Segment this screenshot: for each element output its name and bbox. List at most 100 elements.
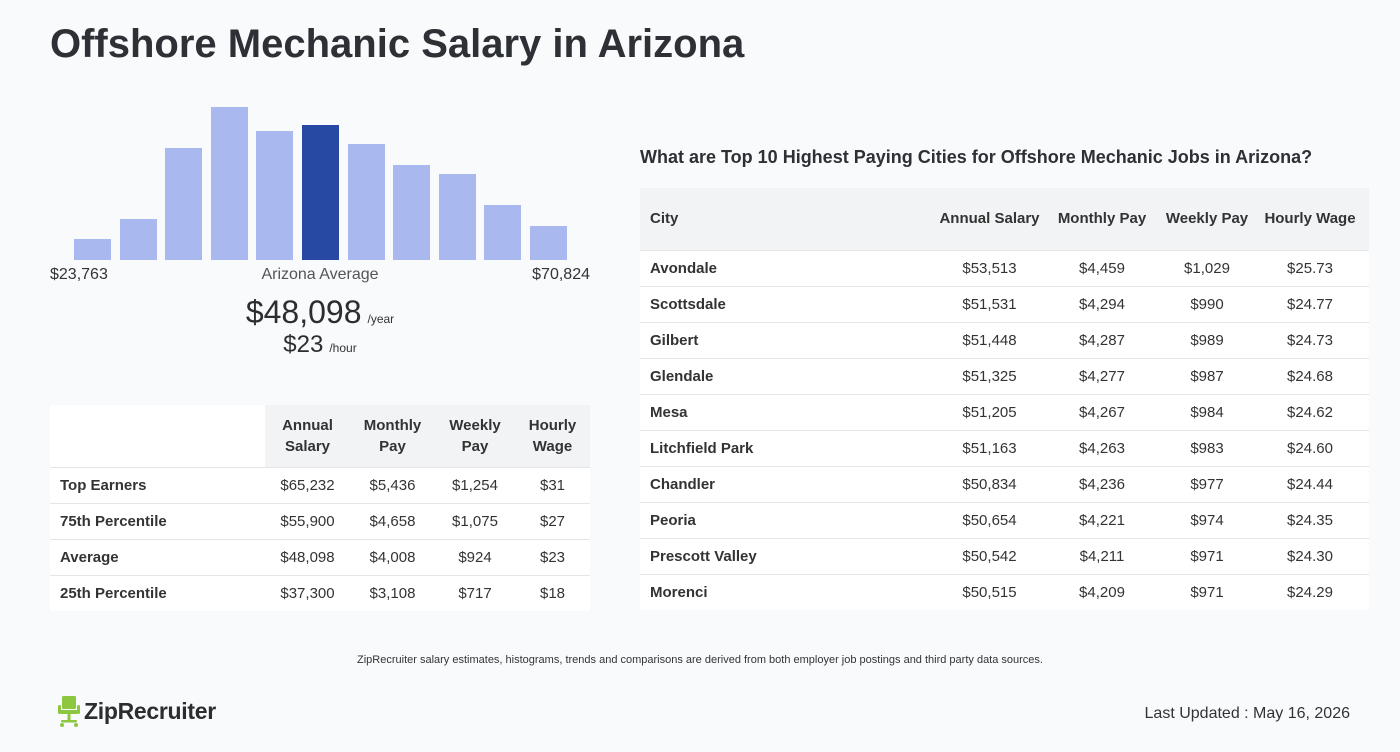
cities-table-body: Avondale $53,513 $4,459 $1,029 $25.73 Scottsd… [640,249,1369,610]
cell-monthly: $4,294 [1041,285,1163,322]
city-name: Mesa [640,393,938,430]
cell-weekly: $977 [1163,465,1251,502]
cell-monthly: $4,263 [1041,429,1163,466]
histogram-bar [210,107,248,260]
percentile-table-header: Annual Salary Monthly Pay Weekly Pay Hou… [50,405,590,467]
histogram-bar [530,226,567,260]
percentile-header-blank [50,405,265,467]
cities-table: City Annual Salary Monthly Pay Weekly Pa… [640,188,1369,610]
cell-weekly: $971 [1163,537,1251,574]
cell-annual: $50,542 [938,537,1041,574]
cell-monthly: $4,459 [1041,249,1163,286]
histogram-bar [165,148,203,260]
cell-hourly: $23 [515,538,590,575]
histogram-bar [119,219,157,260]
row-label: 25th Percentile [50,574,265,611]
cell-weekly: $984 [1163,393,1251,430]
city-name: Peoria [640,501,938,538]
row-label: Top Earners [50,466,265,503]
histogram-bar [256,131,294,260]
cell-monthly: $4,008 [350,538,435,575]
cell-monthly: $4,267 [1041,393,1163,430]
cell-hourly: $31 [515,466,590,503]
cell-weekly: $989 [1163,321,1251,358]
city-name: Glendale [640,357,938,394]
cell-monthly: $4,287 [1041,321,1163,358]
cities-header-hourly: Hourly Wage [1251,188,1369,250]
table-row: Avondale $53,513 $4,459 $1,029 $25.73 [640,249,1369,286]
cell-monthly: $4,236 [1041,465,1163,502]
table-row: Prescott Valley $50,542 $4,211 $971 $24.30 [640,537,1369,574]
cell-weekly: $971 [1163,573,1251,610]
cell-weekly: $1,029 [1163,249,1251,286]
cell-weekly: $924 [435,538,515,575]
cell-weekly: $717 [435,574,515,611]
cell-monthly: $3,108 [350,574,435,611]
last-updated: Last Updated : May 16, 2026 [1144,705,1350,722]
row-label: Average [50,538,265,575]
percentile-header-weekly: Weekly Pay [435,405,515,467]
average-hourly: $23/hour [0,331,640,359]
table-row: 75th Percentile $55,900 $4,658 $1,075 $2… [50,502,590,539]
cell-annual: $53,513 [938,249,1041,286]
cell-annual: $50,654 [938,501,1041,538]
histogram-mid-label: Arizona Average [261,266,379,283]
average-hourly-value: $23 [283,331,324,358]
cell-annual: $55,900 [265,502,350,539]
cell-annual: $50,515 [938,573,1041,610]
cell-annual: $51,448 [938,321,1041,358]
average-hourly-unit: /hour [329,341,357,355]
page-title: Offshore Mechanic Salary in Arizona [50,22,745,66]
ziprecruiter-logo[interactable]: ZipRecruiter [58,694,216,728]
cell-monthly: $4,209 [1041,573,1163,610]
cell-hourly: $27 [515,502,590,539]
salary-histogram [50,100,590,260]
cell-annual: $51,163 [938,429,1041,466]
cell-weekly: $1,075 [435,502,515,539]
cell-hourly: $25.73 [1251,249,1369,286]
histogram-max-label: $70,824 [532,266,590,283]
logo-text: ZipRecruiter [84,697,216,724]
ziprecruiter-chair-icon [58,696,80,727]
histogram-bar [484,205,522,260]
city-name: Chandler [640,465,938,502]
percentile-header-annual: Annual Salary [265,405,350,467]
cell-monthly: $5,436 [350,466,435,503]
histogram-min-label: $23,763 [50,266,108,283]
cell-weekly: $974 [1163,501,1251,538]
cities-header-annual: Annual Salary [938,188,1041,250]
average-yearly: $48,098/year [0,294,640,331]
percentile-header-monthly: Monthly Pay [350,405,435,467]
cell-weekly: $983 [1163,429,1251,466]
table-row: 25th Percentile $37,300 $3,108 $717 $18 [50,574,590,611]
cell-annual: $50,834 [938,465,1041,502]
percentile-header-hourly: Hourly Wage [515,405,590,467]
average-yearly-unit: /year [367,312,395,326]
table-row: Peoria $50,654 $4,221 $974 $24.35 [640,501,1369,538]
cell-hourly: $18 [515,574,590,611]
cell-hourly: $24.35 [1251,501,1369,538]
table-row: Chandler $50,834 $4,236 $977 $24.44 [640,465,1369,502]
cell-hourly: $24.60 [1251,429,1369,466]
table-row: Average $48,098 $4,008 $924 $23 [50,538,590,575]
cell-annual: $48,098 [265,538,350,575]
city-name: Avondale [640,249,938,286]
city-name: Morenci [640,573,938,610]
percentile-table: Annual Salary Monthly Pay Weekly Pay Hou… [50,405,590,611]
cell-weekly: $990 [1163,285,1251,322]
cell-annual: $51,531 [938,285,1041,322]
cell-annual: $51,325 [938,357,1041,394]
cell-hourly: $24.44 [1251,465,1369,502]
cell-hourly: $24.73 [1251,321,1369,358]
histogram-bar [74,239,111,260]
cell-monthly: $4,658 [350,502,435,539]
cell-annual: $65,232 [265,466,350,503]
cell-hourly: $24.29 [1251,573,1369,610]
cell-monthly: $4,211 [1041,537,1163,574]
table-row: Morenci $50,515 $4,209 $971 $24.29 [640,573,1369,610]
city-name: Scottsdale [640,285,938,322]
cell-monthly: $4,277 [1041,357,1163,394]
cities-table-header: City Annual Salary Monthly Pay Weekly Pa… [640,188,1369,250]
cell-hourly: $24.30 [1251,537,1369,574]
cities-header-city: City [640,188,938,250]
